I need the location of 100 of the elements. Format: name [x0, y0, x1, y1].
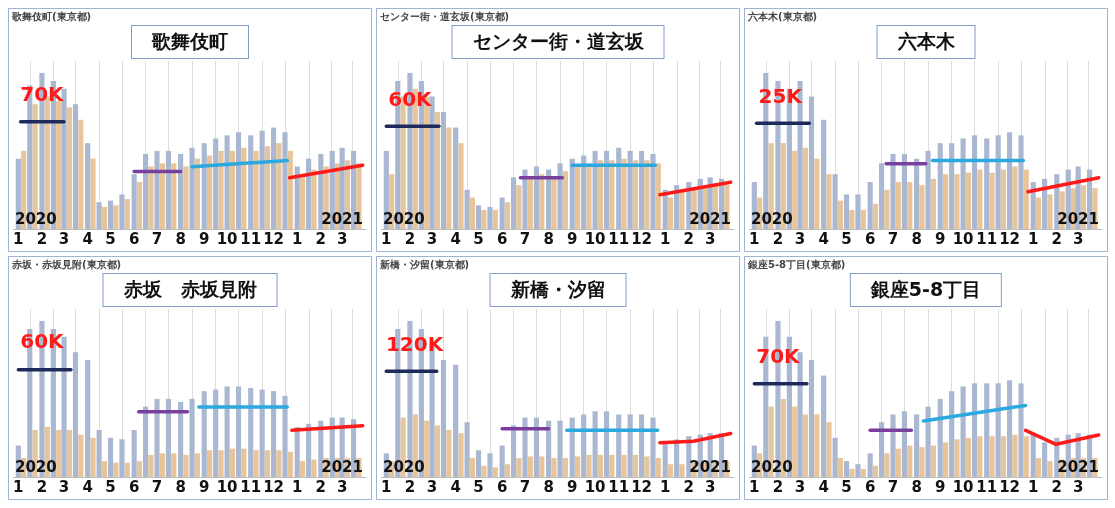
bar [424, 420, 430, 477]
x-tick-label: 6 [128, 229, 140, 248]
bar [56, 101, 62, 229]
bar [171, 163, 177, 229]
bar [527, 177, 533, 229]
bar [930, 445, 936, 477]
bar [1023, 169, 1029, 229]
bar [522, 417, 528, 477]
bar [627, 414, 633, 477]
x-tick-label: 7 [519, 477, 531, 496]
bar [581, 155, 587, 229]
bar [603, 150, 610, 229]
chart-subtitle: 六本木(東京都) [748, 10, 818, 24]
bar [189, 147, 195, 229]
bar [826, 174, 832, 229]
bar [592, 411, 598, 477]
bar [603, 411, 610, 477]
bar [655, 458, 661, 477]
bar [802, 414, 808, 477]
bar [539, 456, 545, 477]
x-tick-label: 10 [952, 477, 974, 496]
bar [989, 172, 995, 229]
annotation: 120K [385, 331, 445, 356]
bar [907, 445, 913, 477]
bar [655, 163, 661, 229]
x-tick-label: 2 [1051, 477, 1063, 496]
x-tick-label: 10 [216, 477, 238, 496]
x-tick-label: 11 [976, 229, 998, 248]
bar [487, 206, 493, 229]
bar [621, 454, 627, 477]
annotation: 2020 [383, 458, 425, 477]
x-tick-label: 2 [315, 229, 327, 248]
x-tick-label: 2 [404, 477, 416, 496]
x-tick-label: 10 [216, 229, 238, 248]
bar [884, 189, 890, 229]
bar [609, 160, 615, 229]
chart-title: 六本木 [876, 25, 976, 59]
bar [189, 398, 195, 477]
bar [826, 422, 832, 477]
bar [1035, 458, 1042, 477]
bar [546, 420, 552, 477]
bar [650, 417, 656, 477]
bar [914, 158, 920, 229]
chart-title: 新橋・汐留 [489, 273, 627, 307]
bar [282, 395, 288, 477]
bar [1035, 197, 1042, 229]
x-tick-label: 12 [631, 477, 653, 496]
x-tick-label: 8 [175, 229, 186, 248]
x-tick-label: 4 [82, 229, 93, 248]
bar [960, 386, 966, 477]
bar [165, 150, 172, 229]
bar [504, 464, 511, 477]
bar [481, 465, 487, 477]
x-tick-label: 3 [1072, 477, 1084, 496]
bar [925, 406, 931, 477]
annotation: 70K [756, 344, 802, 369]
bar [78, 119, 84, 229]
bar [1042, 178, 1048, 229]
bar [539, 174, 545, 229]
annotation: 2020 [15, 458, 57, 477]
bar [440, 360, 447, 477]
x-tick-label: 1 [749, 477, 760, 496]
bar [562, 171, 568, 229]
bar [860, 468, 866, 477]
x-tick-label: 3 [58, 477, 70, 496]
bar [849, 210, 855, 229]
bar [113, 205, 119, 229]
bar [821, 375, 827, 477]
x-tick-label: 2 [404, 229, 416, 248]
x-tick-label: 8 [543, 229, 554, 248]
annotation: 2021 [321, 458, 363, 477]
bar [586, 454, 592, 477]
bar [995, 135, 1001, 229]
x-tick-label: 3 [336, 477, 348, 496]
bar [136, 461, 143, 477]
bar [914, 414, 920, 477]
bar [113, 462, 119, 477]
x-tick-label: 12 [263, 229, 285, 248]
x-tick-label: 3 [1072, 229, 1084, 248]
bar [667, 464, 674, 477]
x-tick-label: 12 [999, 229, 1021, 248]
x-tick-label: 9 [199, 229, 210, 248]
bar [213, 138, 219, 229]
bar [259, 130, 265, 229]
bar [855, 464, 861, 477]
bar [954, 439, 960, 477]
x-tick-label: 3 [704, 229, 716, 248]
bar [977, 169, 983, 229]
bar [85, 360, 91, 477]
bar [949, 143, 955, 229]
x-tick-label: 6 [496, 229, 508, 248]
bar [287, 150, 293, 229]
bar [259, 389, 265, 477]
x-tick-label: 2 [1051, 229, 1063, 248]
bar [971, 383, 978, 477]
bar [814, 414, 820, 477]
bar [960, 138, 966, 229]
bar [201, 391, 207, 477]
x-tick-label: 1 [13, 477, 24, 496]
bar [984, 138, 990, 229]
